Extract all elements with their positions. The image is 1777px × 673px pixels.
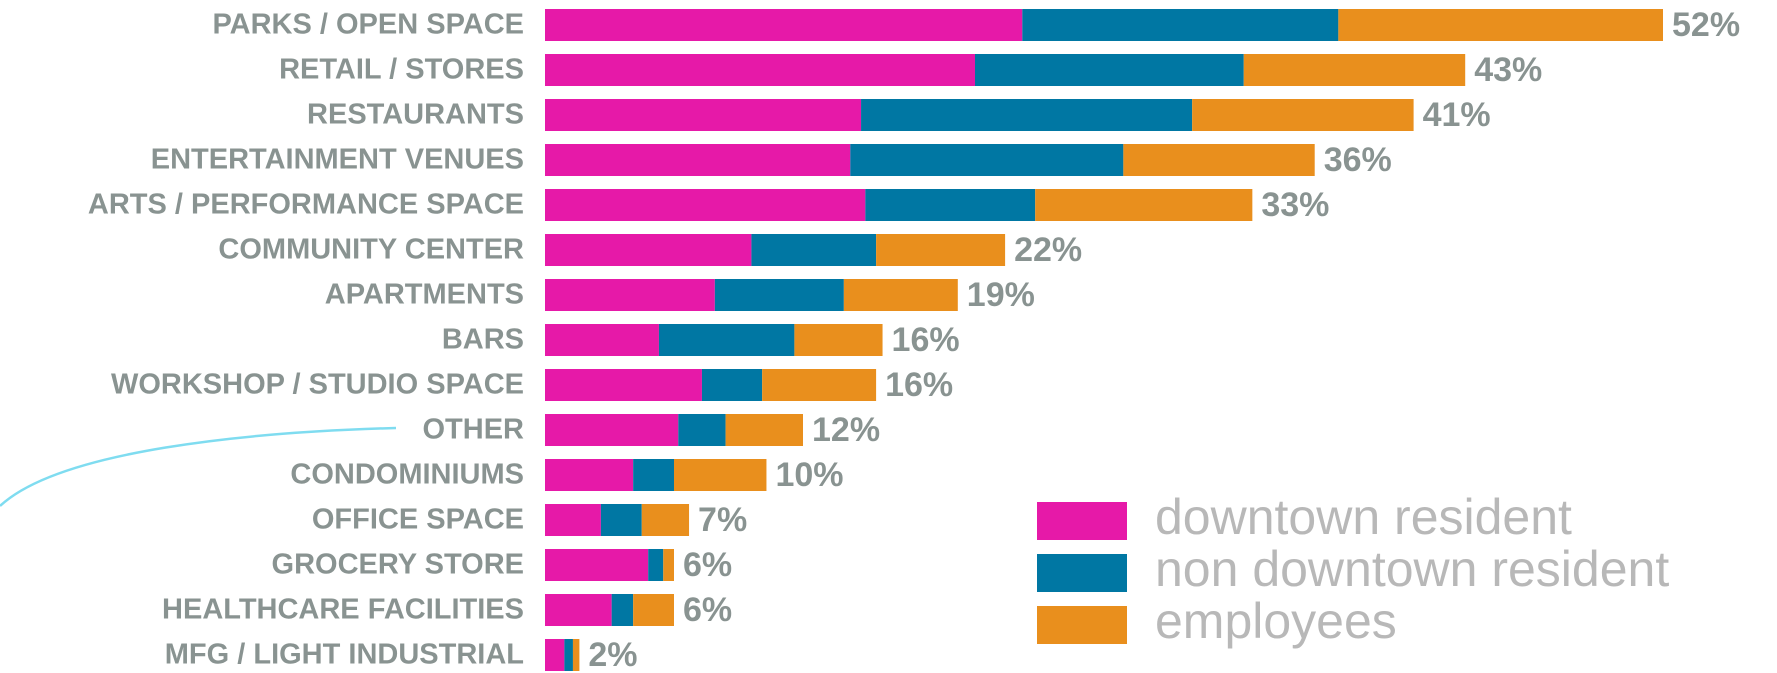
category-label: RESTAURANTS: [307, 99, 524, 131]
bar-segment: [725, 414, 803, 446]
legend-swatch: [1037, 554, 1127, 592]
bar-segment: [714, 279, 844, 311]
category-label: ARTS / PERFORMANCE SPACE: [88, 189, 524, 221]
category-label: BARS: [442, 324, 524, 356]
total-label: 52%: [1672, 6, 1740, 44]
legend-label: non downtown resident: [1155, 541, 1669, 597]
category-label: GROCERY STORE: [272, 549, 524, 581]
bar-segment: [545, 504, 601, 536]
decorative-curve: [0, 426, 397, 507]
legend-swatch: [1037, 606, 1127, 644]
total-label: 19%: [967, 276, 1035, 314]
total-label: 6%: [683, 546, 732, 584]
bar-segment: [975, 54, 1244, 86]
bar-segment: [1035, 189, 1253, 221]
bar-segment: [1338, 9, 1663, 41]
total-label: 33%: [1261, 186, 1329, 224]
total-label: 12%: [812, 411, 880, 449]
total-label: 10%: [775, 456, 843, 494]
bar-segment: [545, 279, 715, 311]
bar-segment: [545, 99, 862, 131]
total-label: 2%: [588, 636, 637, 673]
total-label: 36%: [1324, 141, 1392, 179]
bar-segment: [861, 99, 1193, 131]
category-label: CONDOMINIUMS: [290, 459, 524, 491]
legend-swatch: [1037, 502, 1127, 540]
bar-segment: [1123, 144, 1315, 176]
category-label: PARKS / OPEN SPACE: [212, 9, 524, 41]
bar-segment: [674, 459, 767, 491]
bar-segment: [545, 549, 649, 581]
total-label: 41%: [1423, 96, 1491, 134]
category-label: COMMUNITY CENTER: [218, 234, 524, 266]
total-label: 6%: [683, 591, 732, 629]
bar-segment: [633, 459, 674, 491]
bar-segment: [794, 324, 883, 356]
bar-segment: [545, 9, 1023, 41]
total-label: 16%: [885, 366, 953, 404]
total-label: 22%: [1014, 231, 1082, 269]
category-label: ENTERTAINMENT VENUES: [151, 144, 524, 176]
bar-segment: [1192, 99, 1414, 131]
bar-segment: [762, 369, 877, 401]
bar-segment: [701, 369, 763, 401]
legend-label: downtown resident: [1155, 489, 1572, 545]
bar-segment: [545, 234, 752, 266]
bar-segment: [658, 324, 795, 356]
bar-segment: [678, 414, 726, 446]
bar-segment: [545, 594, 612, 626]
bar-segment: [545, 639, 565, 671]
bar-segment: [545, 54, 975, 86]
bar-segment: [545, 144, 851, 176]
bar-segment: [545, 369, 702, 401]
bar-segment: [648, 549, 664, 581]
bar-segment: [572, 639, 580, 671]
category-label: HEALTHCARE FACILITIES: [162, 594, 524, 626]
category-label: WORKSHOP / STUDIO SPACE: [111, 369, 524, 401]
bar-segment: [1022, 9, 1339, 41]
bar-segment: [545, 459, 634, 491]
category-label: OFFICE SPACE: [312, 504, 524, 536]
category-label: APARTMENTS: [325, 279, 524, 311]
bar-segment: [865, 189, 1036, 221]
bar-segment: [564, 639, 573, 671]
bar-segment: [751, 234, 877, 266]
bar-segment: [545, 189, 866, 221]
category-label: MFG / LIGHT INDUSTRIAL: [165, 639, 524, 671]
total-label: 43%: [1474, 51, 1542, 89]
bar-segment: [641, 504, 690, 536]
bar-segment: [633, 594, 674, 626]
legend-label: employees: [1155, 593, 1397, 649]
bar-segment: [843, 279, 958, 311]
bar-segment: [611, 594, 634, 626]
bar-segment: [1243, 54, 1466, 86]
bar-segment: [876, 234, 1006, 266]
total-label: 16%: [892, 321, 960, 359]
category-label: OTHER: [423, 414, 525, 446]
bar-segment: [850, 144, 1124, 176]
bar-segment: [600, 504, 642, 536]
bar-segment: [545, 324, 659, 356]
bar-segment: [663, 549, 674, 581]
bar-segment: [545, 414, 679, 446]
total-label: 7%: [698, 501, 747, 539]
category-label: RETAIL / STORES: [279, 54, 524, 86]
